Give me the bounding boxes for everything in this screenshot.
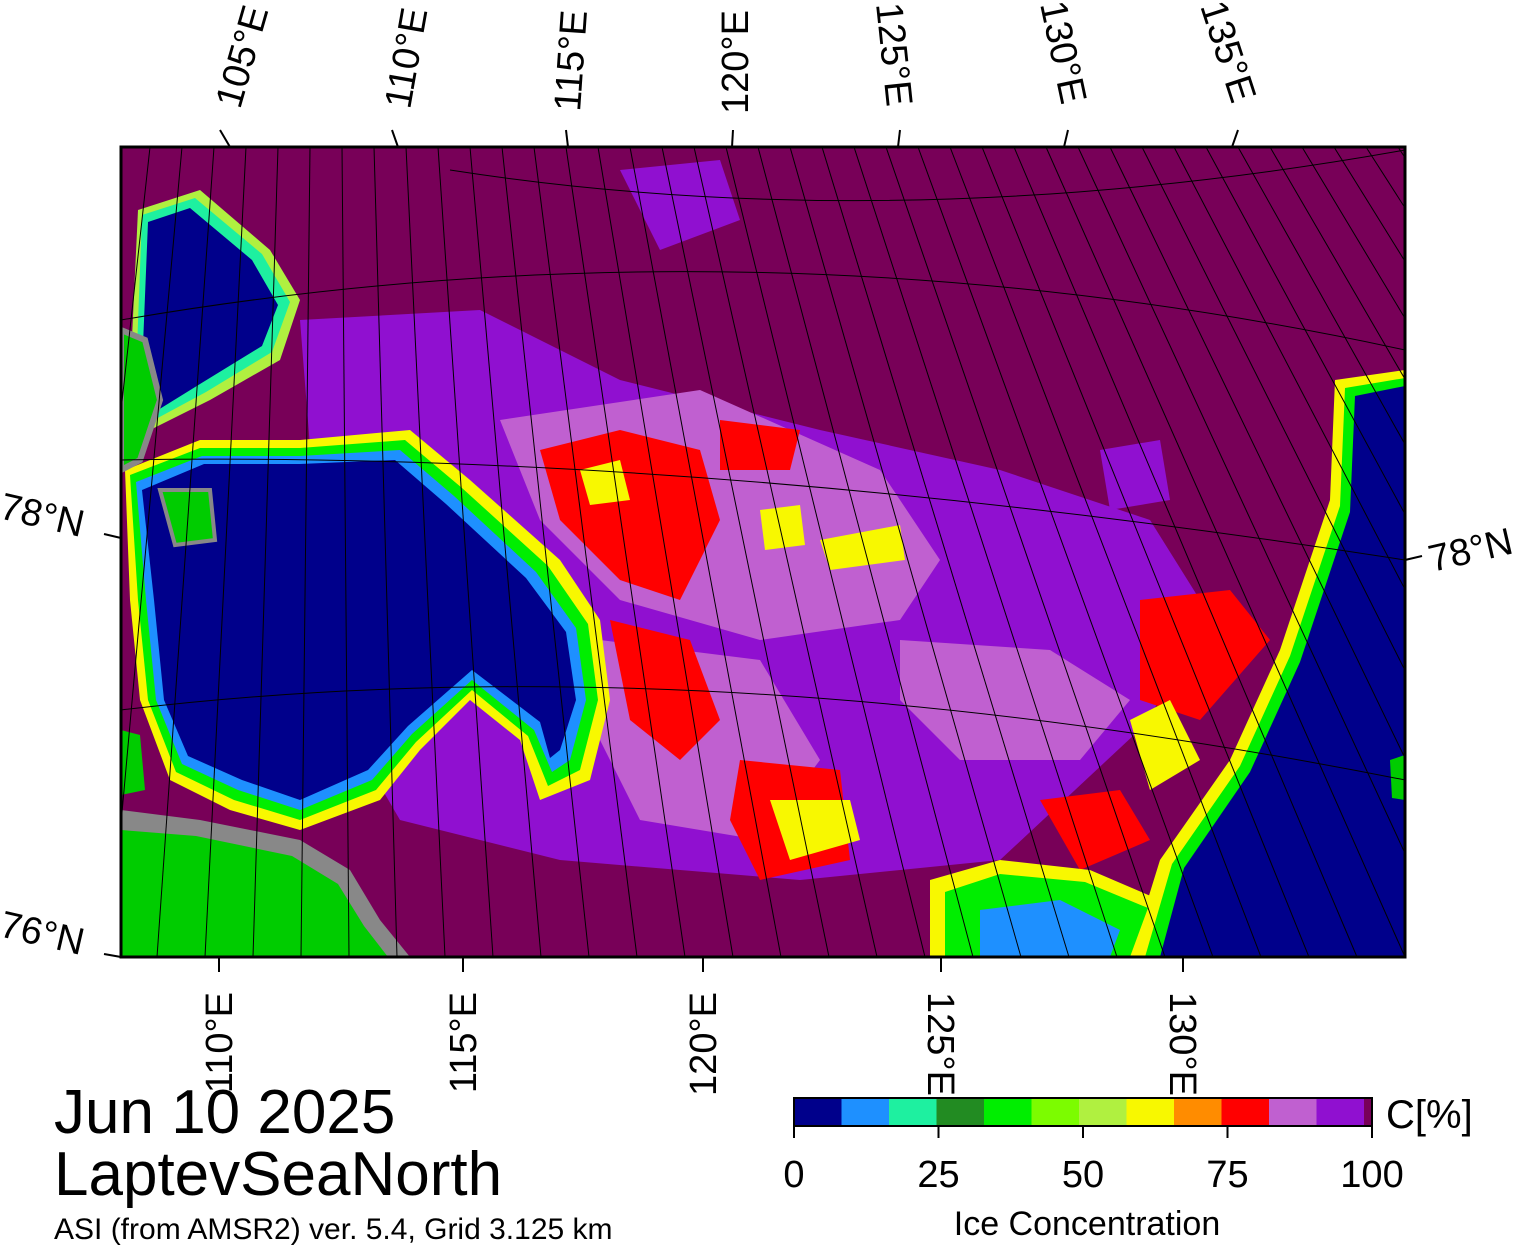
colorbar-swatch (1269, 1098, 1317, 1126)
meridian-line (1269, 147, 1405, 381)
product-description: ASI (from AMSR2) ver. 5.4, Grid 3.125 km (54, 1213, 613, 1246)
colorbar-swatch (936, 1098, 985, 1126)
meridian-line (1077, 147, 1405, 855)
top-lon-label: 125°E (867, 1, 920, 109)
open-water-central-west (125, 430, 610, 830)
meridian-line (661, 147, 830, 957)
top-lon-label: 130°E (1031, 0, 1094, 108)
bottom-lon-label: 125°E (919, 992, 961, 1096)
meridian-line (949, 147, 1262, 957)
left-lat-label: 76°N (0, 904, 88, 964)
meridian-line (1173, 147, 1405, 591)
meridian-lines (121, 147, 1405, 957)
meridian-line (1109, 147, 1405, 760)
meridian-line (405, 147, 446, 957)
meridian-line (501, 147, 590, 957)
meridian-line (533, 147, 638, 957)
meridian-line (252, 147, 279, 957)
colorbar-swatches (794, 1098, 1372, 1126)
top-lon-label: 105°E (208, 1, 277, 113)
meridian-line (469, 147, 542, 957)
top-lon-label: 110°E (378, 5, 437, 112)
top-lon-label: 115°E (547, 9, 596, 113)
meridian-line (121, 147, 151, 416)
map-frame (119, 145, 1407, 959)
meridian-line (821, 147, 1070, 957)
colorbar-swatch (1364, 1098, 1372, 1126)
meridian-line (981, 147, 1310, 957)
meridian-line (300, 147, 311, 957)
ice-75-percent-bands (580, 460, 1200, 860)
meridian-line (885, 147, 1166, 957)
colorbar-unit: C[%] (1386, 1093, 1473, 1137)
colorbar-tick-label: 0 (783, 1154, 804, 1196)
bottom-lon-label: 130°E (1161, 992, 1203, 1096)
meridian-line (1237, 147, 1405, 446)
colorbar-tick-label: 75 (1206, 1154, 1248, 1196)
bottom-lon-label: 115°E (443, 992, 485, 1093)
meridian-line (1301, 147, 1405, 320)
right-lat-label: 78°N (1425, 521, 1517, 581)
meridian-line (437, 147, 494, 957)
region-name: LaptevSeaNorth (54, 1140, 503, 1209)
bottom-longitude-labels: 110°E 115°E 120°E 125°E 130°E (199, 992, 1203, 1096)
colorbar-tick-label: 25 (917, 1154, 959, 1196)
colorbar-swatch (1031, 1098, 1080, 1126)
colorbar: 0 25 50 75 100 C[%] Ice Concentration (783, 1093, 1472, 1243)
meridian-line (565, 147, 686, 957)
bottom-lon-label: 120°E (683, 992, 725, 1096)
colorbar-swatch (984, 1098, 1032, 1126)
meridian-line (1045, 147, 1405, 957)
meridian-line (757, 147, 974, 957)
meridian-line (341, 147, 350, 957)
open-water-east (1130, 370, 1405, 957)
colorbar-swatch (1174, 1098, 1222, 1126)
top-longitude-labels: 105°E 110°E 115°E 120°E 125°E 130°E 135°… (208, 0, 1263, 114)
colorbar-swatch (889, 1098, 937, 1126)
meridian-line (853, 147, 1118, 957)
bottom-lon-label: 110°E (199, 992, 241, 1093)
meridian-line (597, 147, 734, 957)
meridian-line (1013, 147, 1358, 957)
meridian-line (629, 147, 782, 957)
meridian-line (373, 147, 398, 957)
top-lon-label: 120°E (715, 10, 757, 114)
colorbar-swatch (1126, 1098, 1175, 1126)
colorbar-tick-label: 50 (1062, 1154, 1104, 1196)
colorbar-swatch (1221, 1098, 1270, 1126)
meridian-line (1141, 147, 1405, 672)
colorbar-swatch (794, 1098, 842, 1126)
colorbar-swatch (1316, 1098, 1365, 1126)
meridian-line (204, 147, 247, 957)
meridian-line (156, 147, 215, 957)
meridian-line (693, 147, 878, 957)
meridian-line (1205, 147, 1405, 516)
meridian-line (789, 147, 1022, 957)
map-area (121, 147, 1405, 957)
colorbar-swatch (841, 1098, 890, 1126)
colorbar-title: Ice Concentration (954, 1205, 1221, 1243)
top-lon-label: 135°E (1191, 0, 1263, 108)
map-date: Jun 10 2025 (54, 1078, 396, 1147)
left-lat-label: 78°N (0, 486, 88, 546)
axis-ticks (103, 129, 1423, 972)
meridian-line (725, 147, 926, 957)
colorbar-tick-label: 100 (1340, 1154, 1403, 1196)
colorbar-ticks (793, 1126, 1373, 1138)
meridian-line (917, 147, 1214, 957)
colorbar-swatch (1079, 1098, 1127, 1126)
